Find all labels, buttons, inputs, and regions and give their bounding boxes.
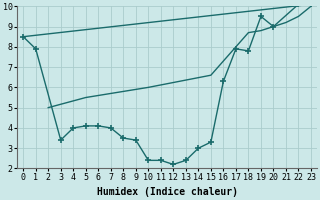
- X-axis label: Humidex (Indice chaleur): Humidex (Indice chaleur): [97, 187, 237, 197]
